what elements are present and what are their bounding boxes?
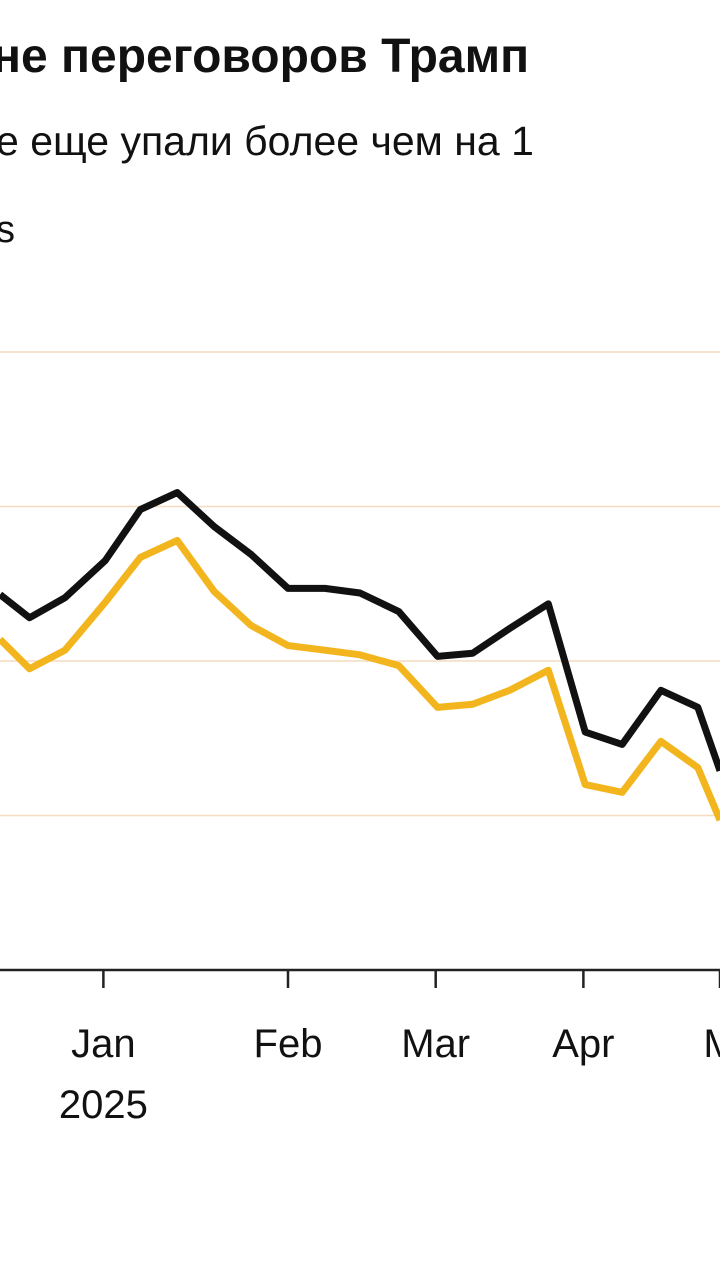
x-tick-label: Apr xyxy=(552,1022,614,1066)
chart-subtitle: е еще упали более чем на 1 xyxy=(0,118,534,164)
line-series xyxy=(0,489,720,772)
x-tick-label: Feb xyxy=(254,1022,323,1066)
line-series xyxy=(0,536,720,822)
x-tick-label: Mar xyxy=(401,1022,470,1066)
x-tick-label: M xyxy=(703,1022,720,1066)
year-label: 2025 xyxy=(59,1083,148,1127)
chart-title: не переговоров Трамп xyxy=(0,30,529,83)
x-tick-label: Jan xyxy=(71,1022,136,1066)
source-note: s xyxy=(0,209,15,251)
